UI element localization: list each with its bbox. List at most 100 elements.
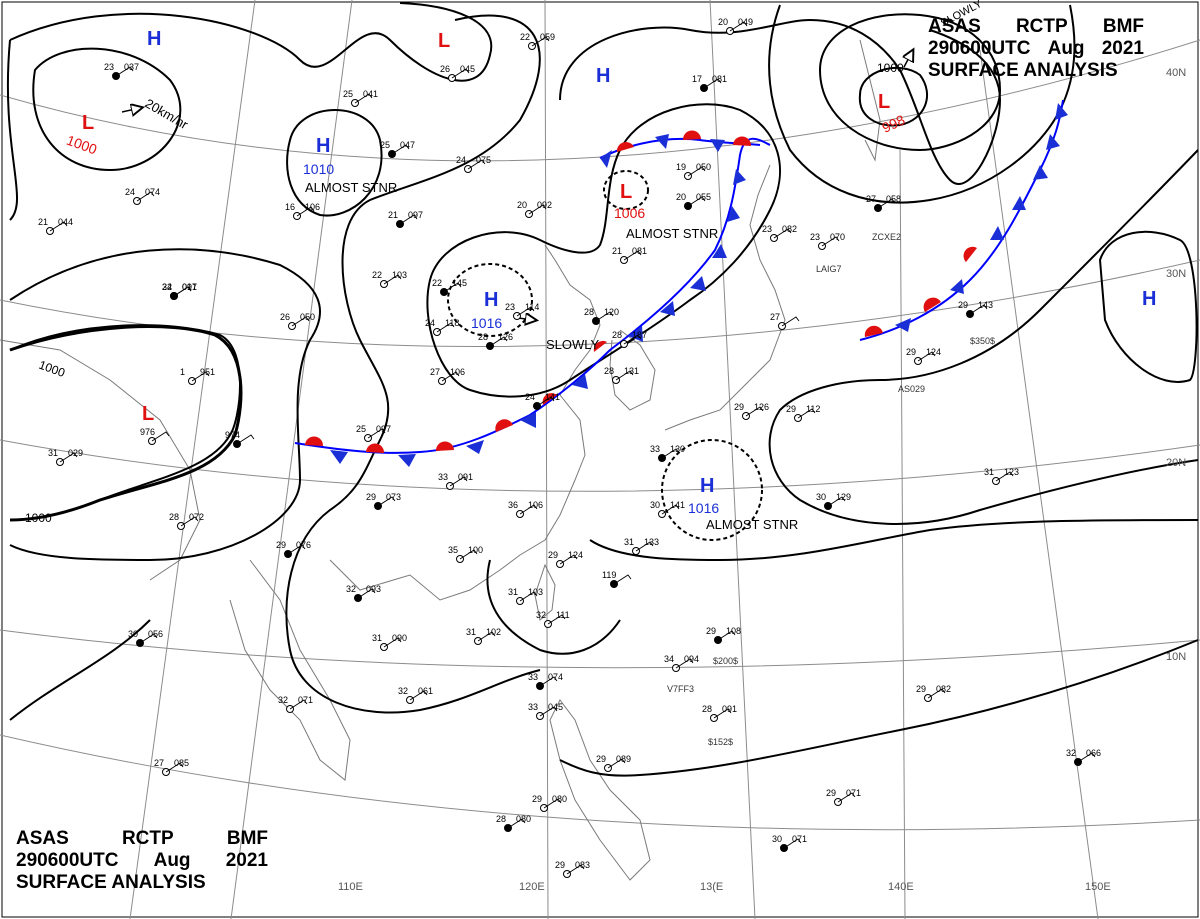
station-plot: 25 097 — [356, 424, 391, 442]
station-temperature: 24 — [456, 155, 466, 165]
isobar — [768, 4, 1076, 204]
station-pressure: 187 — [632, 330, 647, 340]
station-temperature: 26 — [280, 312, 290, 322]
station-temperature: 1 — [180, 367, 185, 377]
station-temperature: 27 — [154, 758, 164, 768]
isobar-value-label: 1000 — [37, 358, 67, 380]
wind-barb — [436, 322, 455, 333]
station-pressure: 085 — [174, 758, 189, 768]
station-temperature: 33 — [438, 472, 448, 482]
station-temperature: 27 — [770, 312, 780, 322]
parallel-line — [0, 629, 1200, 669]
station-temperature: 119 — [602, 570, 616, 580]
high-center-label: H — [484, 289, 498, 311]
station-pressure: 093 — [366, 584, 381, 594]
cold-front-symbol — [520, 412, 536, 428]
parallel-line — [0, 439, 1200, 492]
station-plot: 34 094 — [664, 654, 699, 672]
station-plot: 29 080 — [532, 794, 567, 812]
station-temperature: 21 — [388, 210, 398, 220]
station-temperature: 32 — [278, 695, 288, 705]
motion-arrow — [904, 52, 912, 68]
station-temperature: 20 — [676, 192, 686, 202]
station-pressure: 073 — [386, 492, 401, 502]
station-temperature: 22 — [432, 278, 442, 288]
isobar — [858, 66, 929, 127]
station-temperature: 976 — [140, 427, 155, 437]
station-pressure: 055 — [696, 192, 711, 202]
isobar — [9, 2, 493, 82]
station-plot: 28 091 — [702, 704, 737, 722]
station-plot: 24 141 — [525, 392, 560, 410]
station-temperature: 30 — [816, 492, 826, 502]
coastline-taiwan — [534, 563, 556, 621]
wind-barb — [180, 516, 199, 527]
warm-front-symbol — [495, 419, 513, 432]
cold-front-symbol — [628, 326, 643, 342]
station-temperature: 28 — [584, 307, 594, 317]
wind-barb — [995, 471, 1014, 482]
warm-front-symbol — [733, 136, 752, 146]
station-pressure: 126 — [754, 402, 769, 412]
meridian-line — [230, 0, 353, 919]
station-temperature: 32 — [162, 282, 172, 292]
station-pressure: 058 — [886, 194, 901, 204]
low-center-label: L — [142, 403, 154, 425]
station-pressure: 141 — [545, 392, 560, 402]
coastline-japan — [664, 164, 786, 431]
wind-barb — [191, 371, 210, 382]
station-pressure: 091 — [182, 282, 197, 292]
wind-barb — [615, 370, 634, 381]
station-plot: 30 129 — [816, 492, 851, 510]
cold-front-symbol — [1046, 134, 1060, 150]
station-temperature: 31 — [48, 448, 58, 458]
header-month: Aug — [153, 850, 191, 871]
wind-barb — [289, 699, 308, 710]
station-temperature: 30 — [772, 834, 782, 844]
station-plot: 27 085 — [154, 758, 189, 776]
station-temperature: 28 — [496, 814, 506, 824]
station-pressure: 059 — [540, 32, 555, 42]
high-center-label: H — [1142, 288, 1156, 310]
station-extra-label: $152$ — [708, 737, 733, 747]
wind-barb — [443, 282, 462, 293]
station-pressure: 097 — [376, 424, 391, 434]
station-temperature: 33 — [528, 672, 538, 682]
wind-barb — [236, 434, 255, 445]
station-plot: 29 124 — [906, 347, 941, 365]
longitude-label: 150E — [1085, 881, 1111, 893]
parallel-line — [0, 259, 1200, 348]
cold-front-symbol — [572, 374, 588, 389]
wind-barb — [729, 21, 748, 32]
low-center-label: L — [620, 181, 632, 203]
station-ids: ZCXE2 LAIG7 AS029 V7FF3 $350$ $200$ $152… — [667, 232, 995, 747]
movement-note-label: ALMOST STNR — [305, 180, 397, 195]
warm-front-symbol — [923, 297, 941, 312]
station-plot: 23 114 — [505, 302, 539, 320]
station-pressure: 141 — [670, 500, 685, 510]
high-center-label: H — [700, 475, 714, 497]
header-time-line: 290600UTC Aug 2021 — [928, 38, 1144, 60]
station-plot: 28 187 — [612, 330, 647, 348]
wind-barb — [927, 688, 946, 699]
station-temperature: 24 — [162, 282, 172, 292]
wind-barb — [613, 574, 632, 585]
wind-barb — [354, 93, 373, 104]
pressure-value-label: 1006 — [614, 205, 645, 221]
longitude-label: 110E — [338, 881, 363, 893]
wind-barb — [547, 614, 566, 625]
station-plot: 28 120 — [584, 307, 619, 325]
station-plot: 30 056 — [128, 629, 163, 647]
station-pressure: 094 — [684, 654, 699, 664]
station-plot: 33 045 — [528, 702, 563, 720]
isobar — [426, 103, 781, 398]
station-plot: 31 123 — [984, 467, 1019, 485]
station-plot: 32 017 — [162, 282, 197, 300]
header-source: BMF — [1102, 16, 1144, 37]
station-pressure: 145 — [452, 278, 467, 288]
wind-barb — [139, 633, 158, 644]
station-plot: 30 141 — [650, 500, 685, 518]
wind-barb — [391, 144, 410, 155]
station-pressure: 074 — [145, 187, 160, 197]
